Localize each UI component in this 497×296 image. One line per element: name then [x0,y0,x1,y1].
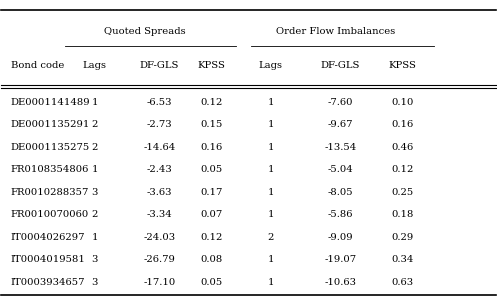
Text: KPSS: KPSS [197,61,225,70]
Text: -5.86: -5.86 [328,210,353,219]
Text: -26.79: -26.79 [143,255,175,264]
Text: FR0010070060: FR0010070060 [10,210,89,219]
Text: 1: 1 [91,165,98,174]
Text: DF-GLS: DF-GLS [140,61,179,70]
Text: 0.46: 0.46 [391,143,414,152]
Text: -10.63: -10.63 [324,278,356,287]
Text: Order Flow Imbalances: Order Flow Imbalances [276,27,395,36]
Text: 0.07: 0.07 [200,210,223,219]
Text: 0.29: 0.29 [391,233,414,242]
Text: FR0108354806: FR0108354806 [10,165,89,174]
Text: -13.54: -13.54 [324,143,356,152]
Text: -9.67: -9.67 [328,120,353,129]
Text: Bond code: Bond code [10,61,64,70]
Text: DF-GLS: DF-GLS [321,61,360,70]
Text: 1: 1 [267,210,274,219]
Text: DE0001135275: DE0001135275 [10,143,90,152]
Text: -7.60: -7.60 [328,98,353,107]
Text: -6.53: -6.53 [147,98,172,107]
Text: -3.34: -3.34 [147,210,172,219]
Text: -5.04: -5.04 [328,165,353,174]
Text: 1: 1 [267,143,274,152]
Text: 0.18: 0.18 [391,210,414,219]
Text: -2.73: -2.73 [147,120,172,129]
Text: Lags: Lags [259,61,283,70]
Text: 0.10: 0.10 [391,98,414,107]
Text: 2: 2 [91,120,98,129]
Text: -17.10: -17.10 [143,278,175,287]
Text: 0.34: 0.34 [391,255,414,264]
Text: 0.05: 0.05 [200,278,223,287]
Text: -14.64: -14.64 [143,143,175,152]
Text: 3: 3 [91,188,98,197]
Text: IT0004019581: IT0004019581 [10,255,85,264]
Text: -19.07: -19.07 [324,255,356,264]
Text: DE0001141489: DE0001141489 [10,98,90,107]
Text: Lags: Lags [83,61,107,70]
Text: 0.08: 0.08 [200,255,223,264]
Text: 2: 2 [91,210,98,219]
Text: 1: 1 [267,188,274,197]
Text: FR0010288357: FR0010288357 [10,188,89,197]
Text: 0.16: 0.16 [200,143,223,152]
Text: 1: 1 [267,165,274,174]
Text: Quoted Spreads: Quoted Spreads [103,27,185,36]
Text: 0.16: 0.16 [391,120,414,129]
Text: 0.25: 0.25 [391,188,414,197]
Text: 1: 1 [267,120,274,129]
Text: KPSS: KPSS [388,61,416,70]
Text: 1: 1 [267,255,274,264]
Text: -9.09: -9.09 [328,233,353,242]
Text: -8.05: -8.05 [328,188,353,197]
Text: 1: 1 [267,278,274,287]
Text: -24.03: -24.03 [143,233,175,242]
Text: 2: 2 [91,143,98,152]
Text: 0.12: 0.12 [391,165,414,174]
Text: 0.15: 0.15 [200,120,223,129]
Text: -3.63: -3.63 [147,188,172,197]
Text: 0.05: 0.05 [200,165,223,174]
Text: -2.43: -2.43 [147,165,172,174]
Text: 0.63: 0.63 [391,278,413,287]
Text: IT0003934657: IT0003934657 [10,278,85,287]
Text: IT0004026297: IT0004026297 [10,233,85,242]
Text: 3: 3 [91,255,98,264]
Text: 1: 1 [91,233,98,242]
Text: 1: 1 [267,98,274,107]
Text: 3: 3 [91,278,98,287]
Text: 2: 2 [267,233,274,242]
Text: 1: 1 [91,98,98,107]
Text: 0.12: 0.12 [200,233,223,242]
Text: DE0001135291: DE0001135291 [10,120,90,129]
Text: 0.17: 0.17 [200,188,223,197]
Text: 0.12: 0.12 [200,98,223,107]
